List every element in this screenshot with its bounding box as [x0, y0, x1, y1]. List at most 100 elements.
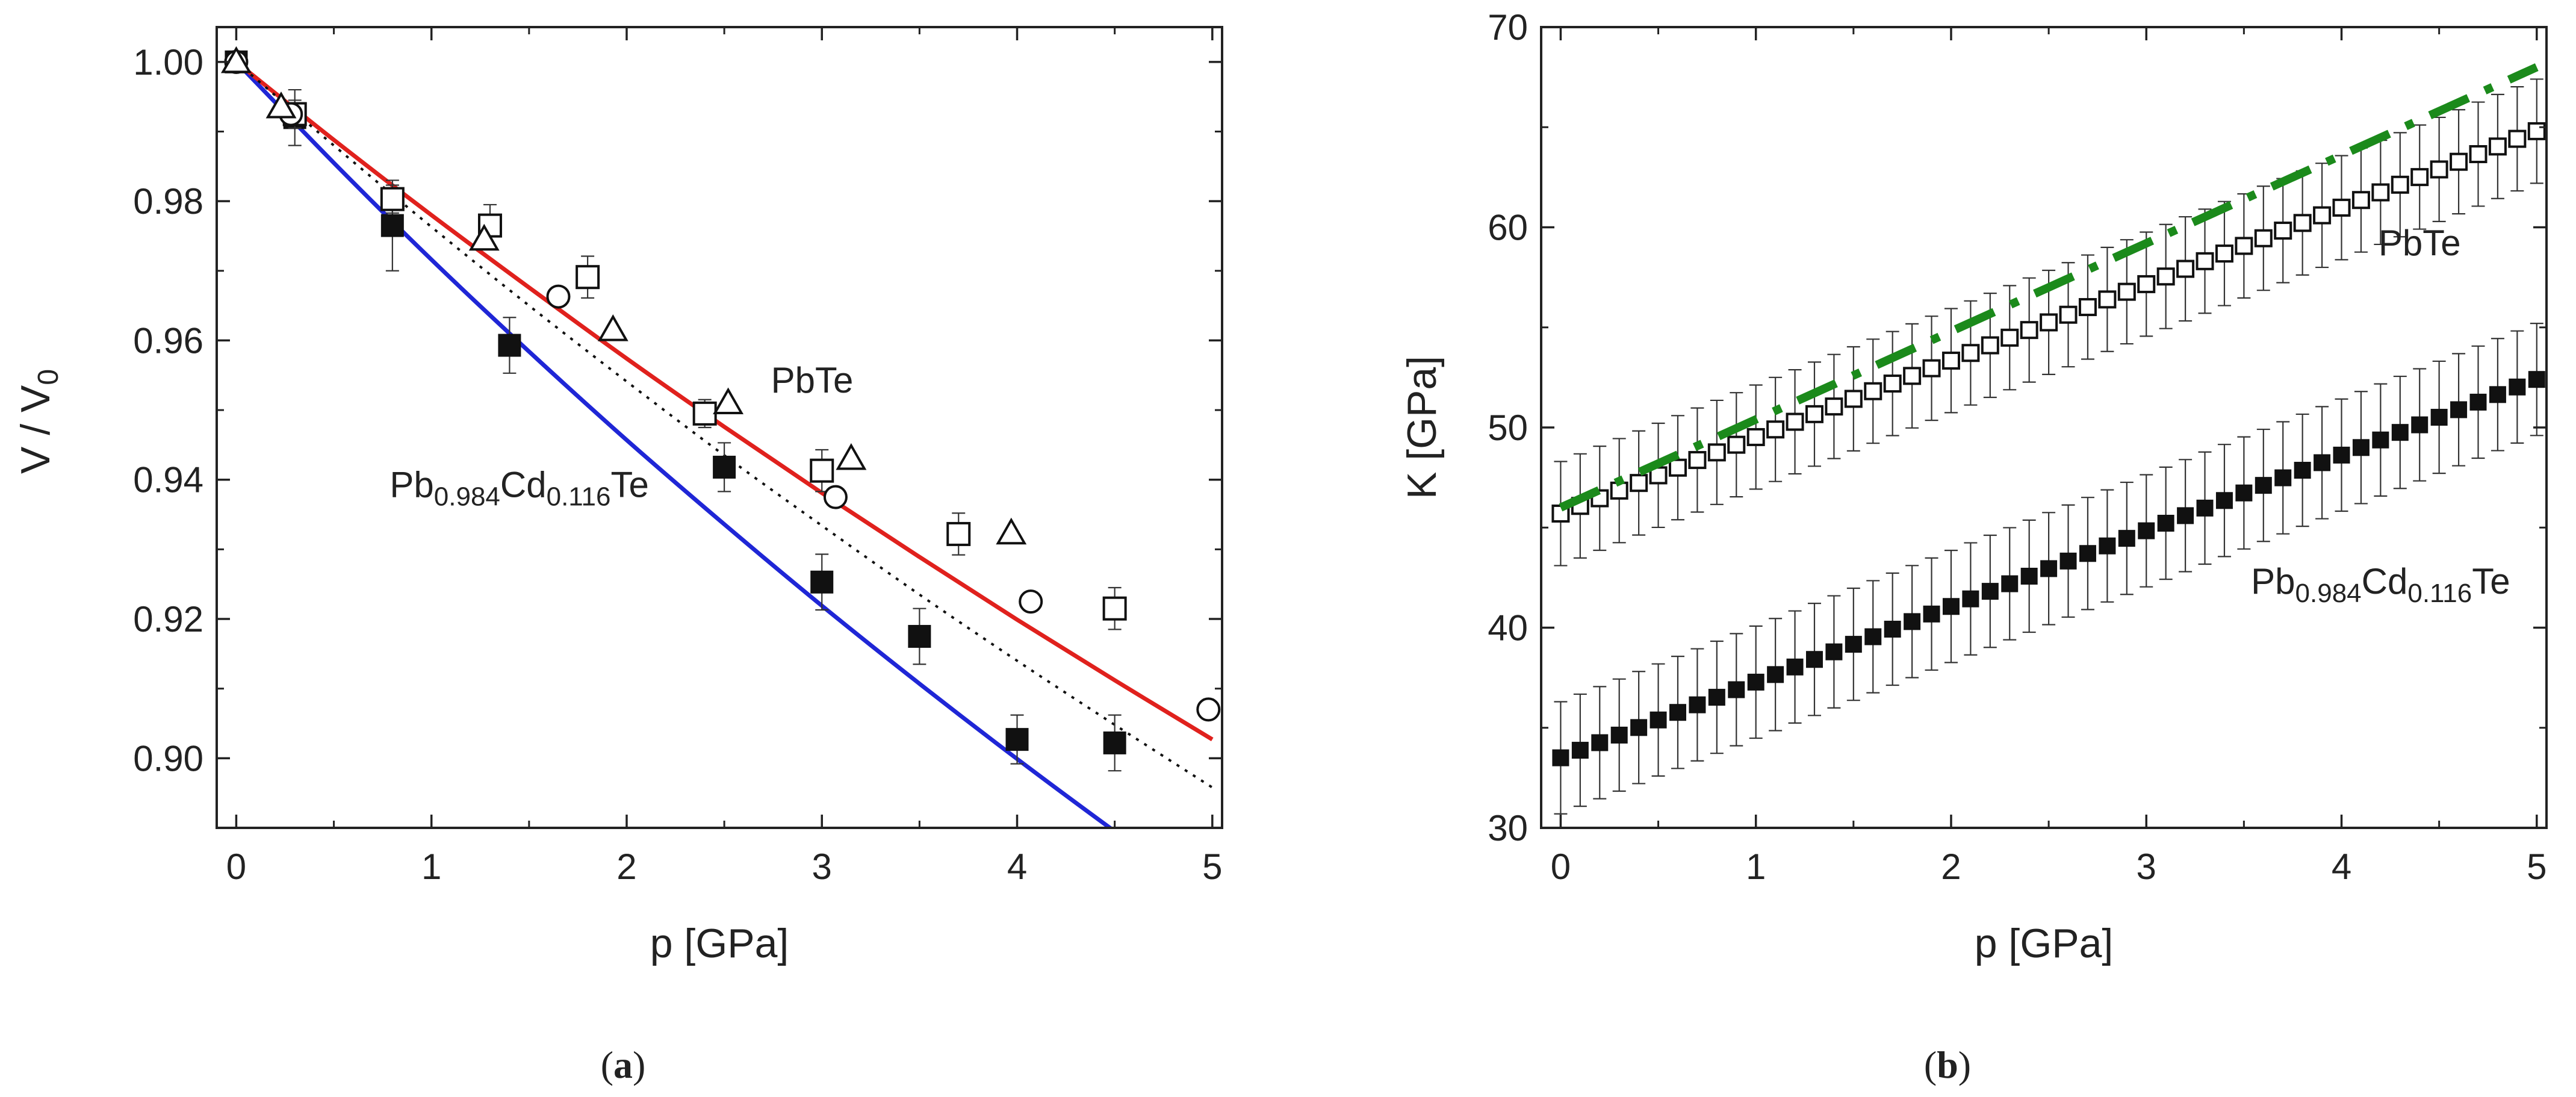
panel-b-filled-square-dense-point — [1942, 598, 1960, 615]
panel-b-open-square-dense-point — [1961, 344, 1980, 362]
panel-b-ytick-label: 70 — [1488, 7, 1528, 48]
panel-a-open-circle-point — [546, 284, 571, 309]
panel-b-filled-square-dense-point — [2450, 401, 2468, 418]
panel-b-filled-square-dense-point — [2020, 567, 2038, 585]
panel-a: 0 1 2 3 4 5 0.90 0.92 0.94 0.96 0.98 1.00 p [GPa] V… — [13, 26, 1223, 1086]
panel-b-open-square-dense-point — [2508, 129, 2527, 148]
panel-b-annotation-part: PbTe — [2379, 223, 2461, 263]
panel-a-ytick-label: 0.90 — [133, 738, 203, 778]
panel-b-filled-square-dense-point — [2235, 484, 2253, 502]
panel-b-filled-square-dense-point — [2177, 507, 2194, 524]
panel-b-open-square-dense-point — [2391, 175, 2409, 194]
panel-b-marks — [1551, 63, 2546, 815]
panel-b-filled-square-dense-point — [1981, 583, 1999, 600]
panel-b-filled-square-dense-point — [1552, 749, 1569, 766]
panel-a-xtick-label: 2 — [616, 847, 636, 887]
panel-a-annotation-pbcdte: Pb0.984Cd0.116Te — [390, 465, 648, 512]
panel-b-open-square-dense-point — [2254, 229, 2273, 247]
panel-a-open-square-point — [946, 521, 971, 546]
panel-a-filled-square-point — [1103, 731, 1126, 754]
panel-b-open-square-dense-point — [2176, 259, 2195, 278]
panel-a-open-triangle-point — [265, 91, 297, 119]
panel-b-filled-square-dense-point — [1786, 658, 1804, 676]
panel-b-ytick-label: 50 — [1488, 408, 1528, 448]
panel-b-filled-square-dense-point — [2099, 537, 2116, 555]
panel-a-annotations: PbTe Pb0.984Cd0.116Te — [390, 360, 853, 511]
panel-b-xtick-label: 3 — [2137, 847, 2156, 887]
panel-a-open-triangle-point — [836, 443, 867, 470]
panel-b-filled-square-dense-point — [2274, 469, 2292, 486]
panel-b-xtick-label: 2 — [1941, 847, 1961, 887]
panel-b-open-square-dense-point — [2078, 298, 2097, 317]
panel-b-xtick-label: 5 — [2527, 847, 2547, 887]
panel-b-filled-square-dense-point — [2118, 530, 2135, 547]
panel-a-plot-frame — [216, 26, 1223, 829]
panel-b-filled-square-dense-point — [2430, 409, 2448, 426]
panel-b-annotation-part: Pb — [2251, 561, 2295, 601]
panel-a-open-square-point — [1102, 596, 1127, 621]
panel-b-open-square-dense-point — [2332, 198, 2351, 217]
panel-a-ytick-label: 0.94 — [133, 460, 203, 500]
panel-b-filled-square-dense-point — [1805, 651, 1823, 668]
panel-a-open-square-point — [576, 265, 600, 290]
panel-a-annotation-part: Cd — [500, 465, 547, 505]
panel-a-open-square-point — [692, 401, 717, 426]
panel-b-open-square-dense-point — [1766, 420, 1785, 439]
panel-b-filled-square-dense-point — [1591, 734, 1609, 751]
panel-a-annotation-part: Pb — [390, 465, 433, 505]
panel-b-open-square-dense-point — [1844, 390, 1863, 408]
panel-a-ylabel: V / V0 — [13, 369, 64, 474]
panel-b-open-square-dense-point — [2098, 290, 2117, 309]
panel-b-open-square-dense-point — [1786, 412, 1804, 431]
panel-a-open-triangle-point — [468, 223, 500, 251]
panel-a-open-square-point — [380, 187, 405, 211]
panel-b-filled-square-dense-point — [2294, 462, 2311, 479]
panel-b-filled-square-dense-point — [1845, 636, 1862, 653]
panel-b-xtick-label: 4 — [2332, 847, 2351, 887]
panel-a-xtick-label: 5 — [1202, 847, 1222, 887]
panel-b-series-line-dashdot — [1559, 63, 2539, 512]
panel-a-open-circle-point — [1019, 589, 1043, 614]
panel-a-filled-square-point — [810, 570, 834, 594]
panel-a-open-triangle-point — [713, 387, 744, 415]
panel-b-open-square-dense-point — [2000, 328, 2019, 347]
panel-b-filled-square-dense-point — [2059, 552, 2077, 570]
panel-a-clipped-marks — [220, 46, 1221, 828]
panel-b-filled-square-dense-point — [1962, 590, 1979, 608]
panel-b-open-square-dense-point — [2410, 168, 2429, 187]
panel-b-open-square-dense-point — [2040, 313, 2058, 332]
panel-b-open-square-dense-point — [1668, 458, 1687, 477]
panel-b-open-square-dense-point — [1883, 374, 1902, 393]
panel-a-ytick-label: 0.98 — [133, 181, 203, 222]
panel-b-filled-square-dense-point — [2079, 545, 2096, 562]
panel-b-annotation-part: 0.116 — [2407, 579, 2472, 608]
panel-a-filled-square-point — [1005, 728, 1029, 751]
panel-b-ytick-label: 30 — [1488, 808, 1528, 848]
panel-b-annotation-part: 0.984 — [2295, 579, 2362, 608]
panel-b-filled-square-dense-point — [2157, 515, 2174, 532]
panel-a-ytick-label: 0.96 — [133, 320, 203, 361]
panel-b-caption: (b) — [1924, 1043, 1971, 1086]
panel-b-open-square-dense-point — [2488, 137, 2507, 156]
panel-a-open-circle-point — [823, 485, 848, 509]
panel-b-filled-square-dense-point — [2372, 431, 2389, 449]
panel-b-open-square-dense-point — [2313, 206, 2332, 225]
panel-a-ytick-label: 1.00 — [133, 42, 203, 82]
panel-b-filled-square-dense-point — [1864, 628, 1882, 645]
panel-b-filled-square-dense-point — [2469, 393, 2487, 411]
panel-b-filled-square-dense-point — [2352, 439, 2370, 456]
panel-b-open-square-dense-point — [1941, 351, 1960, 370]
panel-b-open-square-dense-point — [2215, 244, 2233, 263]
panel-b-open-square-dense-point — [1727, 435, 1746, 454]
panel-b-xtick-label: 0 — [1551, 847, 1571, 887]
panel-b-open-square-dense-point — [1981, 336, 1999, 355]
panel-b-open-square-dense-point — [1688, 451, 1707, 470]
panel-b-xlabel: p [GPa] — [1975, 921, 2114, 966]
panel-b-filled-square-dense-point — [2001, 575, 2019, 592]
panel-b-filled-square-dense-point — [2314, 454, 2331, 471]
panel-a-caption: (a) — [601, 1043, 646, 1086]
panel-b-open-square-dense-point — [2293, 214, 2312, 232]
panel-a-annotation-pbte: PbTe — [771, 360, 854, 400]
